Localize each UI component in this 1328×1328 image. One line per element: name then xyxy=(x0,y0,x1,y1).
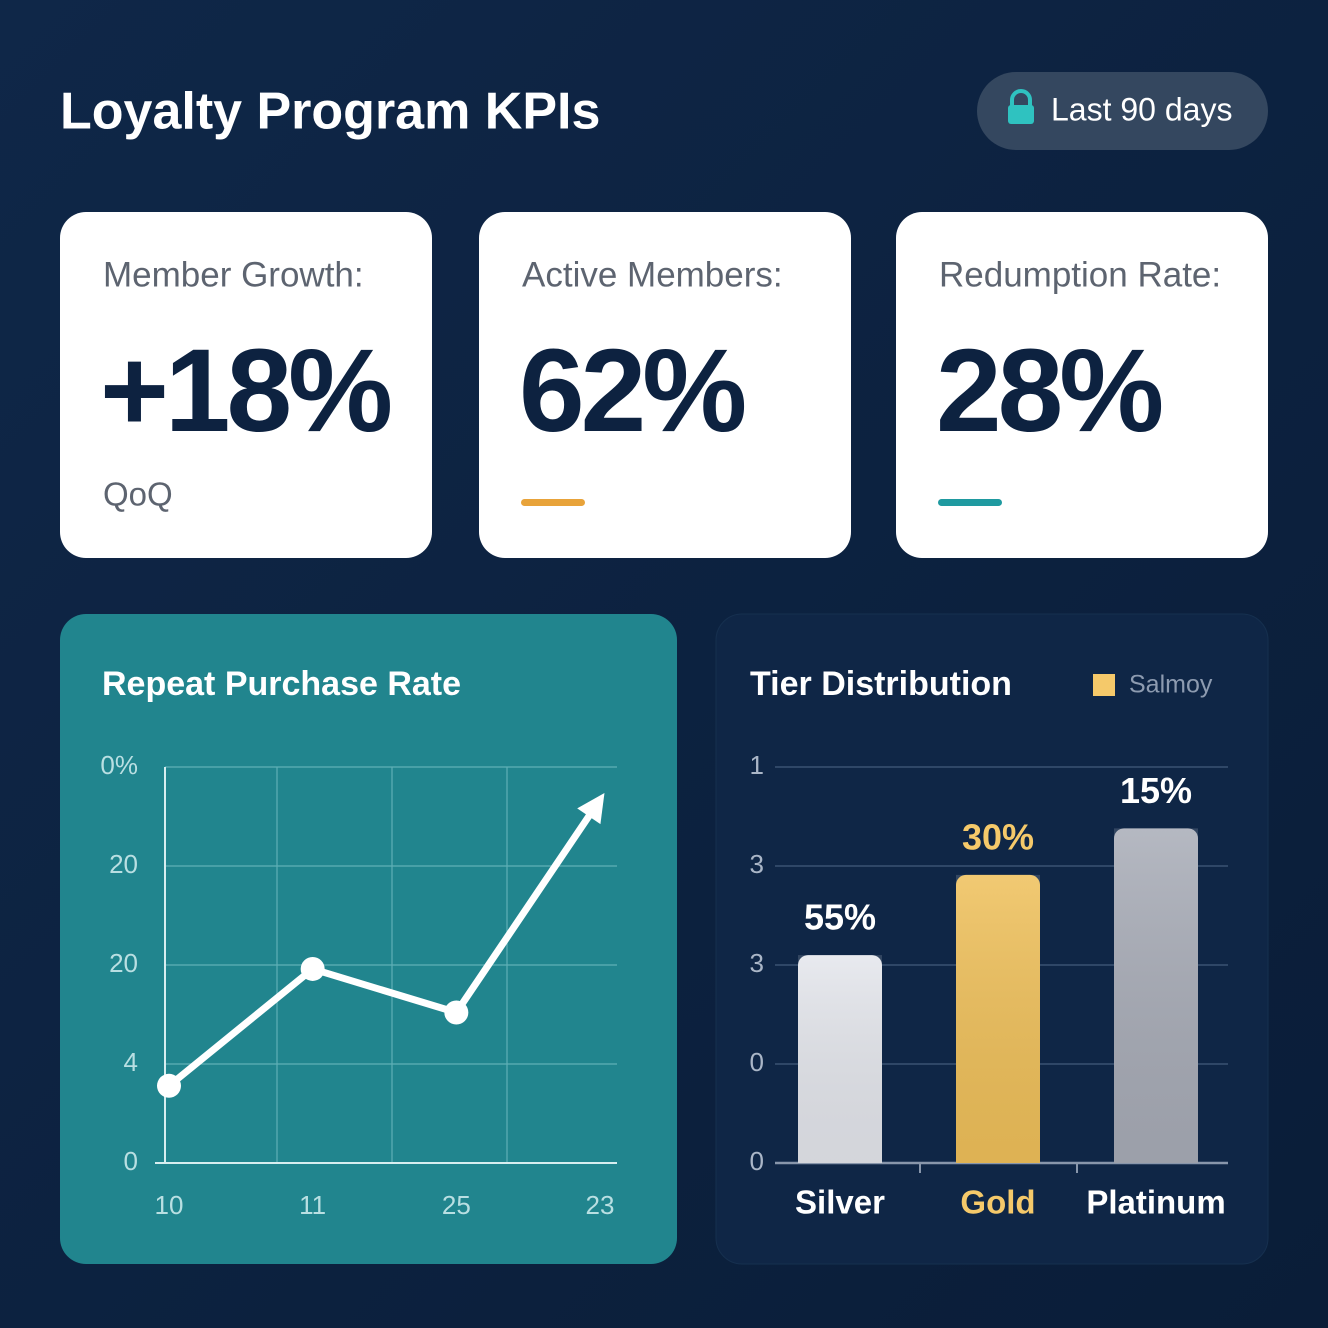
x-tick-label: Silver xyxy=(795,1184,885,1221)
bar-shade xyxy=(798,955,882,1163)
x-tick-label: 11 xyxy=(299,1190,326,1220)
x-tick-label: 23 xyxy=(586,1190,615,1220)
kpi-value: +18% xyxy=(100,325,390,457)
kpi-card xyxy=(479,212,851,558)
kpi-value: 62% xyxy=(519,325,744,457)
y-tick-label: 0 xyxy=(124,1146,138,1176)
badge-label: Last 90 days xyxy=(1051,91,1232,127)
kpi-accent xyxy=(938,499,1002,506)
lock-icon xyxy=(1008,89,1034,124)
kpi-accent xyxy=(521,499,585,506)
kpi-label: Member Growth: xyxy=(103,255,364,294)
x-tick-label: 10 xyxy=(155,1190,184,1220)
y-tick-label: 20 xyxy=(109,948,138,978)
y-tick-label: 3 xyxy=(750,849,764,879)
legend-swatch xyxy=(1093,674,1115,696)
x-tick-label: Gold xyxy=(960,1184,1035,1221)
data-point xyxy=(444,1000,469,1025)
y-tick-label: 3 xyxy=(750,948,764,978)
x-tick-label: Platinum xyxy=(1086,1184,1225,1221)
kpi-card xyxy=(896,212,1268,558)
arrow-head xyxy=(577,793,605,825)
x-tick-label: 25 xyxy=(442,1190,471,1220)
trend-line xyxy=(166,797,603,1089)
kpi-card xyxy=(60,212,432,558)
y-tick-label: 0 xyxy=(750,1047,764,1077)
chart-title: Repeat Purchase Rate xyxy=(102,665,461,703)
page-title: Loyalty Program KPIs xyxy=(60,83,600,141)
y-tick-label: 4 xyxy=(124,1047,138,1077)
bar-shade xyxy=(956,874,1040,1163)
y-tick-label: 0 xyxy=(750,1146,764,1176)
bar-annotation: 55% xyxy=(804,897,876,938)
kpi-label: Active Members: xyxy=(522,255,783,294)
kpi-label: Redumption Rate: xyxy=(939,255,1221,294)
kpi-value: 28% xyxy=(936,325,1161,457)
data-point xyxy=(157,1073,181,1098)
date-range-badge[interactable] xyxy=(977,72,1268,150)
y-tick-label: 0% xyxy=(100,750,138,780)
chart-title: Tier Distribution xyxy=(750,665,1012,703)
kpi-note: QoQ xyxy=(103,476,173,513)
y-tick-label: 20 xyxy=(109,849,138,879)
line-panel xyxy=(60,614,677,1264)
y-tick-label: 1 xyxy=(750,750,764,780)
legend-label: Salmoy xyxy=(1129,671,1213,699)
bar-annotation: 15% xyxy=(1120,770,1192,811)
bar-annotation: 30% xyxy=(962,816,1034,857)
data-point xyxy=(300,956,325,981)
bar-shade xyxy=(1114,828,1198,1163)
